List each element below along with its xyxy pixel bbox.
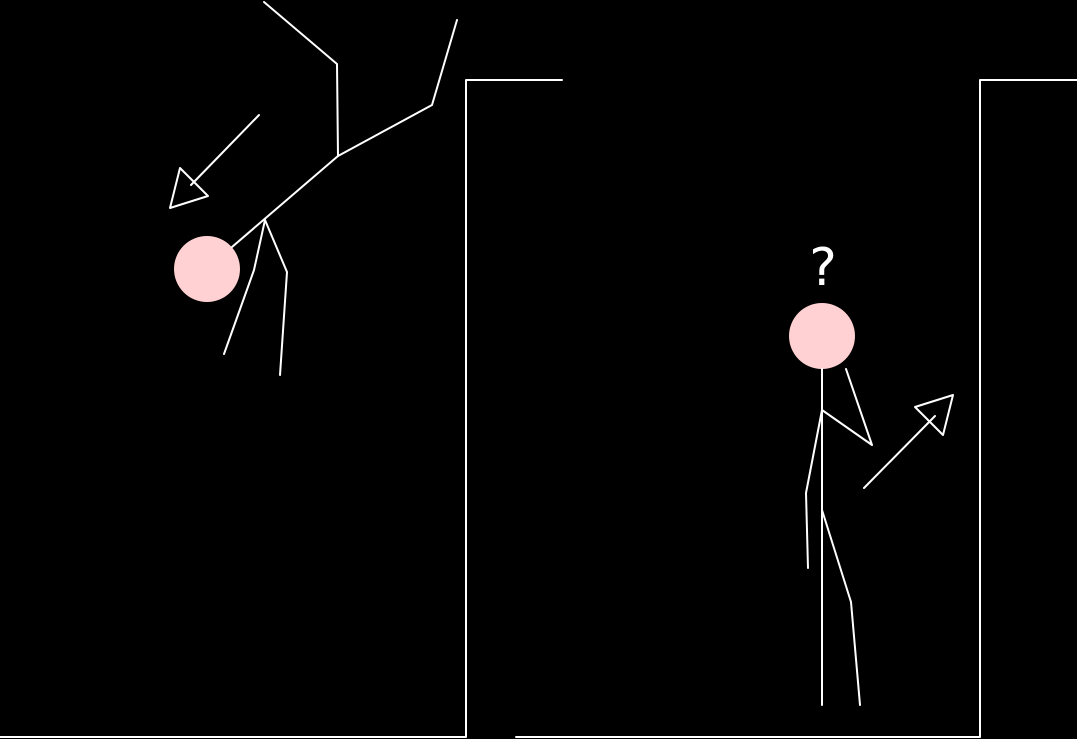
standing-figure-right-arm [821,368,873,446]
standing-figure-right-leg [821,509,861,706]
falling-figure-right-leg [337,19,458,157]
falling-figure-left-arm [223,219,266,355]
rising-motion-arrow [863,394,954,489]
rising-arrow-shaft [863,415,936,489]
falling-motion-arrow [169,114,260,209]
falling-arrow-head [169,167,209,209]
question-mark-label: ? [809,238,837,298]
standing-stick-figure [789,303,873,706]
falling-figure-head [174,236,240,302]
panel-frames [0,79,1077,738]
rising-arrow-head [914,394,954,436]
falling-figure-left-leg [263,1,339,157]
standing-figure-head [789,303,855,369]
right-panel-border [515,79,1077,738]
left-panel-border [0,79,563,738]
falling-arrow-shaft [190,114,260,186]
falling-figure-right-arm [264,219,288,376]
falling-stick-figure [174,1,458,376]
standing-figure-left-arm [805,409,823,569]
falling-figure-body [231,155,339,248]
